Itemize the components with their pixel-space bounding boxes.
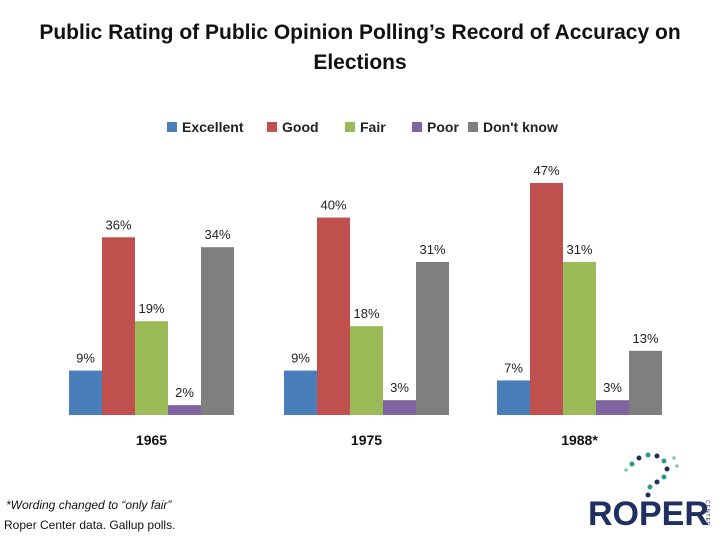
value-label-don-t-know-1: 31% <box>419 242 445 257</box>
legend-swatch-fair <box>345 122 355 132</box>
bar-excellent-2 <box>497 380 530 415</box>
legend: Excellent Good Fair Poor Don't know <box>167 119 558 135</box>
value-label-fair-1: 18% <box>353 306 379 321</box>
source-note: Roper Center data. Gallup polls. <box>4 518 176 532</box>
value-label-good-2: 47% <box>533 163 559 178</box>
category-labels-group: 1965 1975 1988* <box>136 432 598 448</box>
bar-poor-1 <box>383 400 416 415</box>
value-labels-group: 9% 36% 19% 2% 34% 9% 40% 18% 3% 31% 7% 47% 31% 3% 13% <box>76 163 659 400</box>
value-label-poor-0: 2% <box>175 385 194 400</box>
value-label-excellent-2: 7% <box>504 360 523 375</box>
legend-swatch-good <box>267 122 277 132</box>
category-label-1: 1975 <box>351 432 382 448</box>
legend-swatch-poor <box>412 122 422 132</box>
bar-don-t-know-0 <box>201 247 234 415</box>
value-label-poor-2: 3% <box>603 380 622 395</box>
bar-good-0 <box>102 237 135 415</box>
bar-poor-0 <box>168 405 201 415</box>
value-label-excellent-1: 9% <box>291 351 310 366</box>
legend-label-don-t-know: Don't know <box>483 119 558 135</box>
bar-don-t-know-1 <box>416 261 449 415</box>
legend-label-excellent: Excellent <box>182 119 244 135</box>
value-label-don-t-know-2: 13% <box>632 331 658 346</box>
value-label-don-t-know-0: 34% <box>204 227 230 242</box>
value-label-excellent-0: 9% <box>76 351 95 366</box>
legend-swatch-excellent <box>167 122 177 132</box>
bar-excellent-0 <box>69 370 102 415</box>
value-label-poor-1: 3% <box>390 380 409 395</box>
footnote: *Wording changed to “only fair” <box>6 498 172 512</box>
value-label-good-0: 36% <box>105 217 131 232</box>
bars-group <box>69 183 662 415</box>
logo-side-text: CENTER <box>704 500 710 527</box>
legend-label-poor: Poor <box>427 119 459 135</box>
chart-title: Public Rating of Public Opinion Polling’… <box>39 21 681 74</box>
bar-excellent-1 <box>284 370 317 415</box>
bar-don-t-know-2 <box>629 350 662 415</box>
value-label-fair-2: 31% <box>566 242 592 257</box>
legend-label-good: Good <box>282 119 319 135</box>
value-label-fair-0: 19% <box>138 301 164 316</box>
category-label-2: 1988* <box>561 432 598 448</box>
legend-label-fair: Fair <box>360 119 386 135</box>
roper-logo-mark <box>624 452 679 498</box>
legend-swatch-don-t-know <box>468 122 478 132</box>
bar-good-1 <box>317 217 350 415</box>
roper-logo: ROPER CENTER <box>588 452 714 536</box>
category-label-0: 1965 <box>136 432 167 448</box>
logo-wordmark: ROPER <box>588 495 709 533</box>
bar-fair-0 <box>135 321 168 415</box>
bar-poor-2 <box>596 400 629 415</box>
value-label-good-1: 40% <box>320 198 346 213</box>
bar-good-2 <box>530 183 563 415</box>
bar-fair-2 <box>563 261 596 415</box>
bar-fair-1 <box>350 326 383 415</box>
